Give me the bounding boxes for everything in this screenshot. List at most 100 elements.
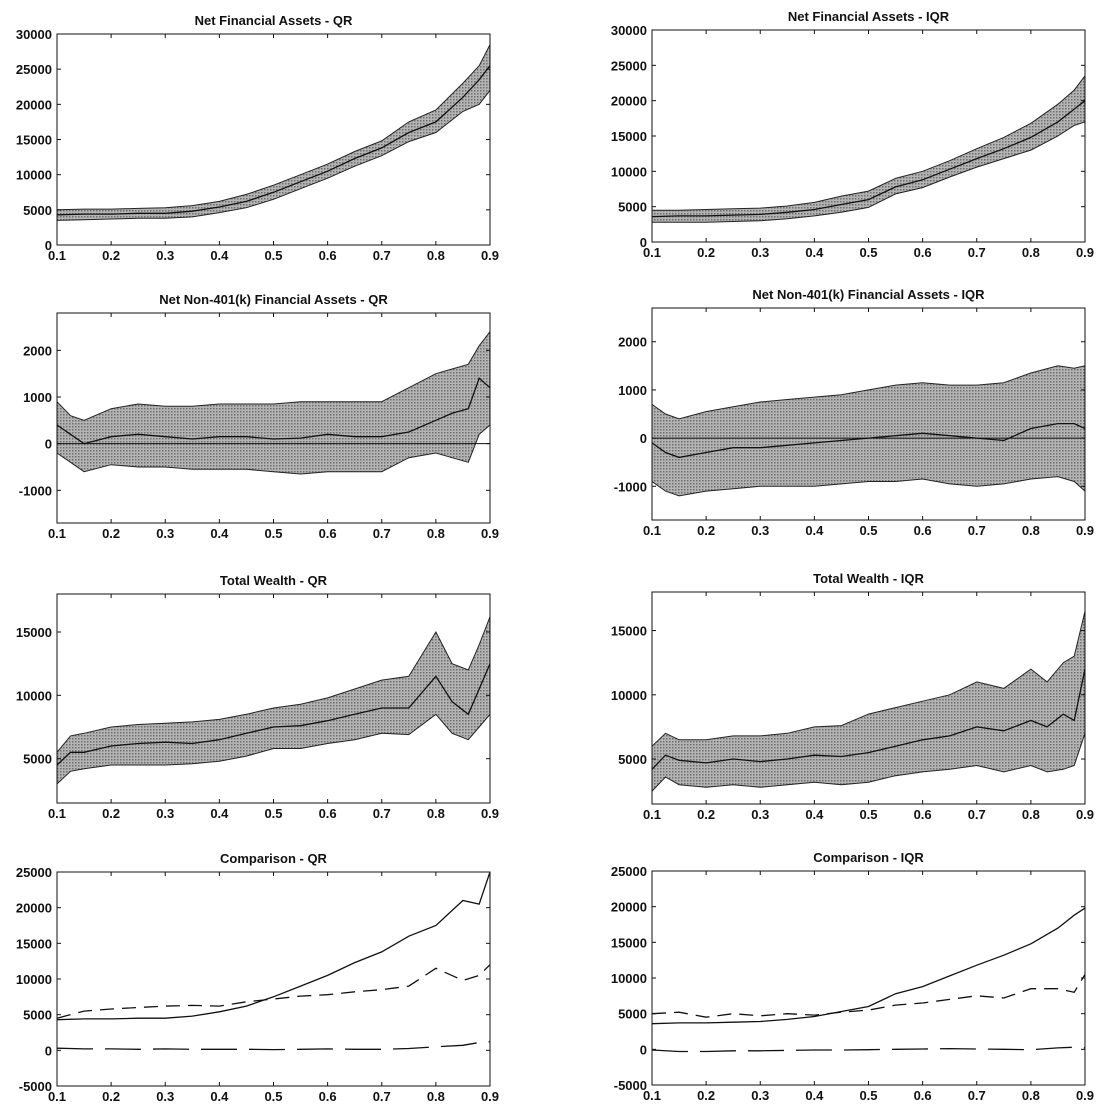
x-tick-label: 0.5 (264, 1089, 282, 1104)
x-tick-label: 0.1 (48, 806, 66, 821)
x-tick-label: 0.7 (968, 1088, 986, 1103)
x-tick-label: 0.7 (373, 248, 391, 263)
chart-panel-5: Total Wealth - QR 0.1 0.2 0.3 0.4 0.5 0.6 0.7 0.… (16, 573, 499, 821)
x-tick-label: 0.5 (859, 1088, 877, 1103)
series-line-longdash (56, 1041, 491, 1051)
y-tick-label: 15000 (16, 625, 52, 640)
series-line-solid (56, 871, 491, 1021)
plot-frame (651, 870, 1086, 1086)
x-tick-label: 0.4 (210, 806, 229, 821)
x-tick-label: 0.3 (751, 807, 769, 822)
x-tick-label: 0.9 (481, 526, 499, 541)
x-tick-label: 0.5 (859, 807, 877, 822)
y-tick-label: 1000 (618, 383, 647, 398)
y-tick-label: 5000 (23, 752, 52, 767)
series-line-longdash (651, 1046, 1086, 1053)
estimate-line (56, 65, 491, 216)
x-tick-label: 0.8 (1022, 245, 1040, 260)
y-tick-label: 25000 (611, 864, 647, 879)
x-tick-label: 0.1 (48, 248, 66, 263)
x-tick-label: 0.6 (319, 806, 337, 821)
x-tick-label: 0.9 (481, 1089, 499, 1104)
x-tick-label: 0.3 (156, 1089, 174, 1104)
x-tick-label: 0.6 (319, 526, 337, 541)
confidence-band (651, 365, 1086, 497)
x-tick-label: 0.2 (697, 807, 715, 822)
x-tick-label: 0.8 (427, 806, 445, 821)
x-tick-label: 0.6 (914, 245, 932, 260)
series-line-dash (651, 974, 1086, 1018)
x-tick-label: 0.6 (914, 807, 932, 822)
y-tick-label: 15000 (611, 624, 647, 639)
x-tick-label: 0.8 (1022, 1088, 1040, 1103)
y-tick-label: 10000 (611, 688, 647, 703)
series-line-dash (56, 964, 491, 1019)
x-tick-label: 0.3 (156, 248, 174, 263)
x-tick-label: 0.4 (805, 245, 824, 260)
x-tick-label: 0.8 (427, 1089, 445, 1104)
y-tick-label: -1000 (614, 479, 647, 494)
x-tick-label: 0.9 (1076, 245, 1094, 260)
x-tick-label: 0.7 (968, 245, 986, 260)
x-tick-label: 0.5 (859, 245, 877, 260)
x-tick-label: 0.2 (102, 248, 120, 263)
x-tick-label: 0.9 (481, 806, 499, 821)
y-tick-label: 5000 (23, 1008, 52, 1023)
chart-panel-8: Comparison - IQR 0.1 0.2 0.3 0.4 0.5 0.6 0.7 0.8… (611, 850, 1094, 1103)
chart-title: Net Financial Assets - QR (195, 13, 353, 28)
confidence-band (56, 616, 491, 786)
x-tick-label: 0.8 (427, 248, 445, 263)
y-tick-label: 0 (45, 1043, 52, 1058)
x-tick-label: 0.6 (319, 1089, 337, 1104)
y-tick-label: 20000 (611, 94, 647, 109)
x-tick-label: 0.2 (102, 526, 120, 541)
y-tick-label: 0 (45, 238, 52, 253)
y-tick-label: 25000 (611, 58, 647, 73)
plot-frame (56, 871, 491, 1087)
x-tick-label: 0.2 (697, 245, 715, 260)
x-tick-label: 0.5 (264, 248, 282, 263)
chart-title: Net Financial Assets - IQR (788, 9, 950, 24)
x-tick-label: 0.4 (210, 248, 229, 263)
chart-panel-2: Net Financial Assets - IQR 0.1 0.2 0.3 0.4 0.… (611, 9, 1094, 260)
chart-title: Net Non-401(k) Financial Assets - QR (159, 292, 388, 307)
x-tick-label: 0.4 (805, 523, 824, 538)
y-tick-label: -5000 (19, 1079, 52, 1094)
chart-title: Total Wealth - IQR (813, 571, 924, 586)
estimate-line (651, 668, 1086, 770)
y-tick-label: 10000 (16, 972, 52, 987)
x-tick-label: 0.2 (102, 1089, 120, 1104)
y-tick-label: 15000 (16, 936, 52, 951)
y-tick-label: 15000 (16, 133, 52, 148)
x-tick-label: 0.3 (156, 806, 174, 821)
x-tick-label: 0.3 (751, 523, 769, 538)
x-tick-label: 0.6 (914, 523, 932, 538)
confidence-band (651, 611, 1086, 793)
estimate-line (56, 663, 491, 766)
x-tick-label: 0.1 (48, 1089, 66, 1104)
x-tick-label: 0.6 (914, 1088, 932, 1103)
x-tick-label: 0.1 (643, 523, 661, 538)
y-tick-label: 20000 (16, 97, 52, 112)
x-tick-label: 0.7 (373, 1089, 391, 1104)
chart-title: Comparison - IQR (813, 850, 924, 865)
x-tick-label: 0.5 (264, 526, 282, 541)
y-tick-label: 0 (45, 437, 52, 452)
x-tick-label: 0.8 (1022, 807, 1040, 822)
y-tick-label: 10000 (16, 688, 52, 703)
chart-title: Net Non-401(k) Financial Assets - IQR (752, 287, 985, 302)
confidence-band (56, 330, 491, 475)
y-tick-label: 2000 (23, 343, 52, 358)
y-tick-label: 15000 (611, 935, 647, 950)
y-tick-label: 0 (640, 235, 647, 250)
chart-panel-7: Comparison - QR 0.1 0.2 0.3 0.4 0.5 0.6 0.7 0.8 0… (16, 851, 499, 1104)
y-tick-label: 1000 (23, 390, 52, 405)
y-tick-label: 5000 (618, 200, 647, 215)
chart-panel-6: Total Wealth - IQR 0.1 0.2 0.3 0.4 0.5 0.6 0.7 0… (611, 571, 1094, 822)
y-tick-label: 20000 (16, 901, 52, 916)
y-tick-label: 25000 (16, 62, 52, 77)
chart-panel-4: Net Non-401(k) Financial Assets - IQR 0.1… (614, 287, 1094, 538)
x-tick-label: 0.8 (427, 526, 445, 541)
x-tick-label: 0.2 (697, 523, 715, 538)
